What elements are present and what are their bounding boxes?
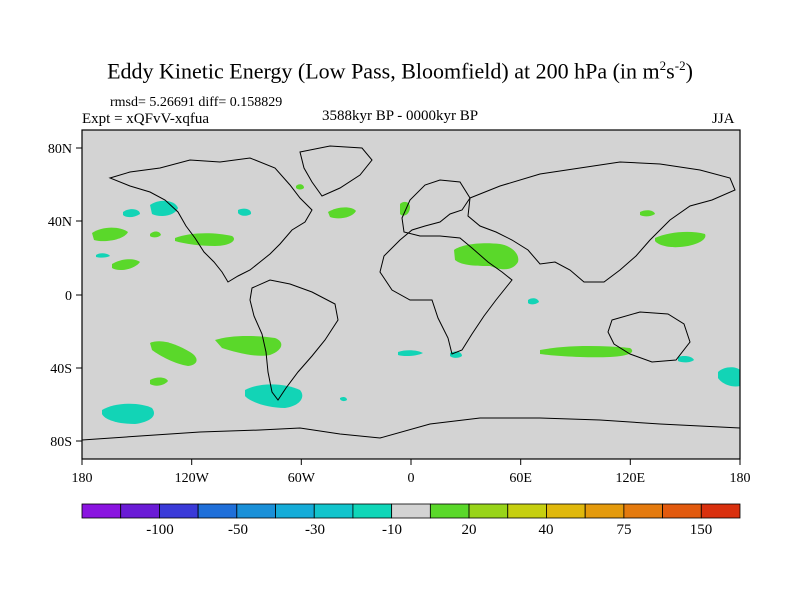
anomaly-blob xyxy=(640,210,655,217)
coastline-antarctica xyxy=(81,417,741,441)
colorbar-swatch xyxy=(275,503,315,519)
colorbar xyxy=(81,503,741,519)
anomaly-fields xyxy=(92,184,740,424)
anomaly-blob xyxy=(718,367,740,387)
anomaly-blob xyxy=(454,243,519,270)
anomaly-blob xyxy=(655,231,706,248)
colorbar-swatch xyxy=(313,503,354,519)
colorbar-swatch xyxy=(584,503,625,519)
colorbar-label: -30 xyxy=(305,522,325,538)
colorbar-label: 75 xyxy=(617,522,632,538)
anomaly-blob xyxy=(238,208,252,216)
anomaly-blob xyxy=(528,298,539,305)
lon-label: 180 xyxy=(72,471,93,486)
coastline-greenland xyxy=(299,145,373,197)
colorbar-label: -10 xyxy=(382,522,402,538)
anomaly-blob xyxy=(296,184,304,190)
coastline-asia xyxy=(467,161,736,283)
lat-label: 80N xyxy=(48,142,72,157)
title-end: ) xyxy=(685,58,693,84)
lat-label: 40S xyxy=(50,362,72,377)
map-background xyxy=(82,130,740,459)
colorbar-swatch xyxy=(623,503,663,519)
colorbar-swatch xyxy=(468,503,509,519)
anomaly-blob xyxy=(540,345,633,358)
lon-label: 180 xyxy=(730,471,751,486)
title-main: Eddy Kinetic Energy (Low Pass, Bloomfiel… xyxy=(107,58,660,84)
coastline-europe-africa xyxy=(379,179,513,355)
title-sup-1: 2 xyxy=(659,58,667,73)
colorbar-swatch xyxy=(429,503,470,519)
colorbar-label: -50 xyxy=(228,522,248,538)
colorbar-swatch xyxy=(507,503,547,519)
anomaly-blob xyxy=(245,384,303,408)
title-sup-2: -2 xyxy=(674,58,686,73)
anomaly-blob xyxy=(123,209,140,218)
experiment-label: Expt = xQFvV-xqfua xyxy=(82,111,210,127)
coastline-south-america xyxy=(249,279,339,401)
season-label: JJA xyxy=(712,111,735,127)
anomaly-blob xyxy=(150,377,168,386)
tick-labels: 180 120W 60W 0 60E 120E 180 80N 40N 0 40… xyxy=(48,142,751,486)
lat-label: 0 xyxy=(65,289,72,304)
stats-text: rmsd= 5.26691 diff= 0.158829 xyxy=(110,95,283,110)
colorbar-swatch xyxy=(236,503,276,519)
coastlines xyxy=(81,145,741,441)
colorbar-swatch xyxy=(700,503,741,519)
colorbar-label: 150 xyxy=(690,522,713,538)
anomaly-blob xyxy=(92,227,128,242)
colorbar-swatch xyxy=(81,503,122,519)
colorbar-swatch xyxy=(159,503,199,519)
colorbar-labels: -100 -50 -30 -10 20 40 75 150 xyxy=(146,522,712,538)
anomaly-blob xyxy=(398,350,423,357)
anomaly-blob xyxy=(96,253,110,258)
anomaly-blob xyxy=(102,403,155,424)
period-label: 3588kyr BP - 0000kyr BP xyxy=(322,108,479,124)
colorbar-swatch xyxy=(352,503,393,519)
colorbar-swatch xyxy=(546,503,586,519)
anomaly-blob xyxy=(215,335,282,356)
lon-label: 120E xyxy=(616,471,646,486)
lon-label: 0 xyxy=(408,471,415,486)
lat-label: 40N xyxy=(48,215,72,230)
figure-title: Eddy Kinetic Energy (Low Pass, Bloomfiel… xyxy=(0,58,800,84)
anomaly-blob xyxy=(112,259,140,270)
lon-label: 60E xyxy=(509,471,532,486)
lon-label: 60W xyxy=(288,471,316,486)
anomaly-blob xyxy=(340,396,347,402)
anomaly-blob xyxy=(150,200,178,216)
colorbar-swatch xyxy=(662,503,702,519)
anomaly-blob xyxy=(150,231,161,238)
title-mid: s xyxy=(666,58,675,84)
colorbar-swatch xyxy=(391,503,431,519)
colorbar-label: 40 xyxy=(539,522,554,538)
coastline-australia xyxy=(607,311,691,363)
anomaly-blob xyxy=(678,356,694,363)
anomaly-blob xyxy=(150,341,197,366)
lat-label: 80S xyxy=(50,435,72,450)
colorbar-label: -100 xyxy=(146,522,174,538)
lon-label: 120W xyxy=(175,471,210,486)
coastline-north-america xyxy=(108,157,313,283)
map-ticks xyxy=(76,147,741,465)
colorbar-swatch xyxy=(120,503,160,519)
colorbar-swatch xyxy=(197,503,238,519)
colorbar-label: 20 xyxy=(462,522,477,538)
anomaly-blob xyxy=(328,207,356,219)
anomaly-blob xyxy=(175,233,235,246)
